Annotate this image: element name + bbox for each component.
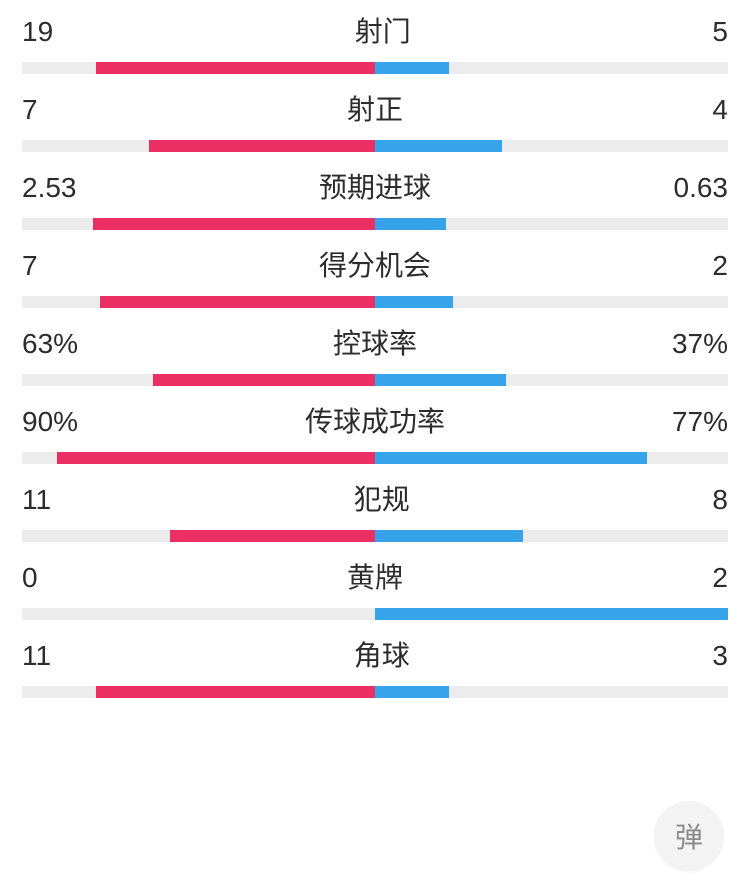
stat-name-label: 射门	[53, 18, 712, 46]
bar-fill-right	[375, 608, 728, 620]
bar-fill-left	[96, 62, 375, 74]
stat-labels: 63%控球率37%	[22, 330, 728, 358]
stat-bars	[22, 530, 728, 542]
stat-row: 11角球3	[22, 642, 728, 698]
stat-row: 0黄牌2	[22, 564, 728, 620]
bar-fill-right	[375, 530, 523, 542]
bar-fill-left	[149, 140, 375, 152]
stat-bar-right	[375, 452, 728, 464]
stat-bar-right	[375, 374, 728, 386]
stat-row: 2.53预期进球0.63	[22, 174, 728, 230]
match-stats-list: 19射门57射正42.53预期进球0.637得分机会263%控球率37%90%传…	[0, 0, 750, 698]
stat-name-label: 得分机会	[38, 252, 713, 280]
stat-right-value: 3	[712, 642, 728, 670]
stat-name-label: 传球成功率	[78, 408, 672, 436]
bar-fill-left	[153, 374, 375, 386]
bar-fill-right	[375, 62, 449, 74]
stat-bar-right	[375, 296, 728, 308]
stat-bar-left	[22, 374, 375, 386]
stat-bar-left	[22, 530, 375, 542]
stat-labels: 90%传球成功率77%	[22, 408, 728, 436]
bullet-comment-label: 弹	[675, 816, 703, 856]
bar-fill-left	[93, 218, 375, 230]
stat-row: 7射正4	[22, 96, 728, 152]
bar-fill-right	[375, 218, 446, 230]
stat-name-label: 预期进球	[77, 174, 674, 202]
stat-bars	[22, 686, 728, 698]
stat-right-value: 0.63	[674, 174, 729, 202]
stat-right-value: 77%	[672, 408, 728, 436]
bar-fill-right	[375, 296, 453, 308]
stat-bar-right	[375, 608, 728, 620]
bar-fill-right	[375, 374, 506, 386]
stat-name-label: 射正	[38, 96, 713, 124]
stat-row: 7得分机会2	[22, 252, 728, 308]
stat-bar-left	[22, 218, 375, 230]
stat-left-value: 7	[22, 252, 38, 280]
stat-bar-left	[22, 452, 375, 464]
stat-bar-left	[22, 140, 375, 152]
bar-fill-left	[100, 296, 375, 308]
stat-bar-left	[22, 608, 375, 620]
stat-row: 19射门5	[22, 18, 728, 74]
stat-bar-left	[22, 686, 375, 698]
stat-bars	[22, 452, 728, 464]
stat-labels: 0黄牌2	[22, 564, 728, 592]
stat-right-value: 37%	[672, 330, 728, 358]
stat-labels: 19射门5	[22, 18, 728, 46]
stat-left-value: 11	[22, 642, 51, 670]
stat-right-value: 5	[712, 18, 728, 46]
stat-labels: 7射正4	[22, 96, 728, 124]
stat-row: 11犯规8	[22, 486, 728, 542]
stat-name-label: 犯规	[51, 486, 712, 514]
stat-right-value: 2	[712, 564, 728, 592]
stat-bar-right	[375, 530, 728, 542]
stat-labels: 7得分机会2	[22, 252, 728, 280]
stat-row: 63%控球率37%	[22, 330, 728, 386]
stat-bars	[22, 296, 728, 308]
stat-bar-right	[375, 686, 728, 698]
stat-labels: 11角球3	[22, 642, 728, 670]
stat-labels: 2.53预期进球0.63	[22, 174, 728, 202]
stat-labels: 11犯规8	[22, 486, 728, 514]
stat-bar-right	[375, 62, 728, 74]
stat-left-value: 63%	[22, 330, 78, 358]
stat-bar-left	[22, 296, 375, 308]
bar-fill-right	[375, 452, 647, 464]
stat-row: 90%传球成功率77%	[22, 408, 728, 464]
stat-left-value: 7	[22, 96, 38, 124]
stat-left-value: 90%	[22, 408, 78, 436]
bar-track	[22, 608, 375, 620]
bar-fill-left	[96, 686, 375, 698]
stat-left-value: 0	[22, 564, 38, 592]
stat-name-label: 角球	[51, 642, 712, 670]
stat-bars	[22, 374, 728, 386]
bar-fill-right	[375, 686, 449, 698]
bar-fill-left	[170, 530, 375, 542]
stat-left-value: 11	[22, 486, 51, 514]
stat-right-value: 2	[712, 252, 728, 280]
stat-right-value: 4	[712, 96, 728, 124]
stat-name-label: 控球率	[78, 330, 672, 358]
bullet-comment-button[interactable]: 弹	[654, 801, 724, 871]
bar-fill-left	[57, 452, 375, 464]
stat-right-value: 8	[712, 486, 728, 514]
stat-bars	[22, 62, 728, 74]
bar-fill-right	[375, 140, 502, 152]
stat-bar-right	[375, 218, 728, 230]
stat-name-label: 黄牌	[38, 564, 713, 592]
stat-left-value: 2.53	[22, 174, 77, 202]
stat-bars	[22, 140, 728, 152]
stat-bar-left	[22, 62, 375, 74]
stat-left-value: 19	[22, 18, 53, 46]
stat-bars	[22, 218, 728, 230]
stat-bar-right	[375, 140, 728, 152]
stat-bars	[22, 608, 728, 620]
